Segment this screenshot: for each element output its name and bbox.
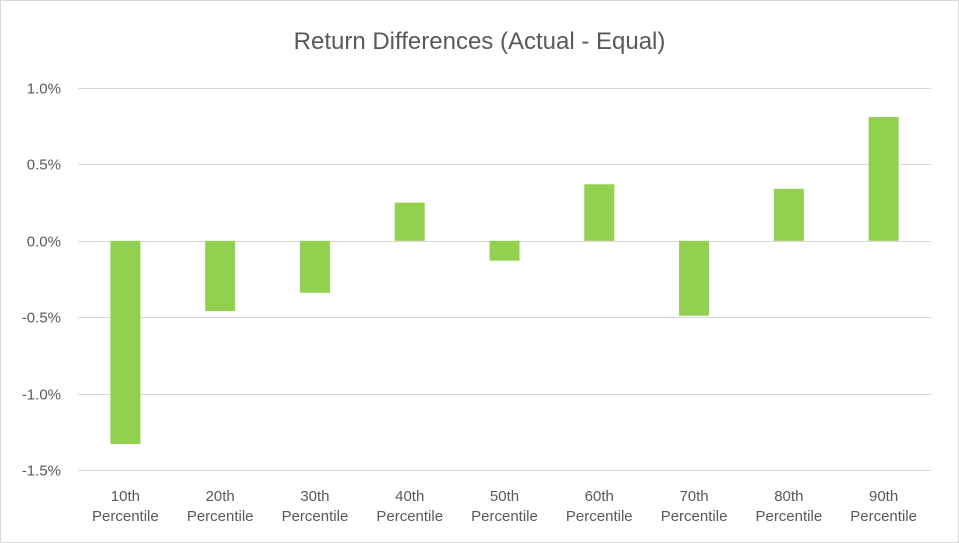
x-category-label: 50th Percentile (471, 488, 538, 525)
bar (205, 240, 236, 312)
y-tick-label: -0.5% (22, 310, 61, 327)
x-category-label: 30th Percentile (282, 488, 349, 525)
y-tick-label: -1.0% (22, 387, 61, 404)
x-category-label: 20th Percentile (187, 488, 254, 525)
bar (489, 240, 520, 261)
x-axis-labels: 10th Percentile 20th Percentile 30th Percenti… (92, 488, 917, 525)
bar (868, 117, 899, 241)
x-category-label: 60th Percentile (566, 488, 633, 525)
y-axis-ticks: 1.0% 0.5% 0.0% -0.5% -1.0% -1.5% (22, 81, 61, 480)
chart-title: Return Differences (Actual - Equal) (293, 28, 666, 55)
y-tick-label: 0.5% (27, 157, 61, 174)
bar (394, 202, 425, 241)
bar (299, 240, 330, 293)
y-tick-label: -1.5% (22, 463, 61, 480)
x-category-label: 70th Percentile (661, 488, 728, 525)
x-category-label: 80th Percentile (755, 488, 822, 525)
bar (679, 240, 710, 316)
y-tick-label: 1.0% (27, 81, 61, 98)
x-category-label: 90th Percentile (850, 488, 917, 525)
bar (584, 184, 615, 241)
bars (110, 117, 899, 445)
bar (110, 240, 141, 445)
bar (773, 188, 804, 241)
x-category-label: 40th Percentile (376, 488, 443, 525)
y-tick-label: 0.0% (27, 234, 61, 251)
x-category-label: 10th Percentile (92, 488, 159, 525)
